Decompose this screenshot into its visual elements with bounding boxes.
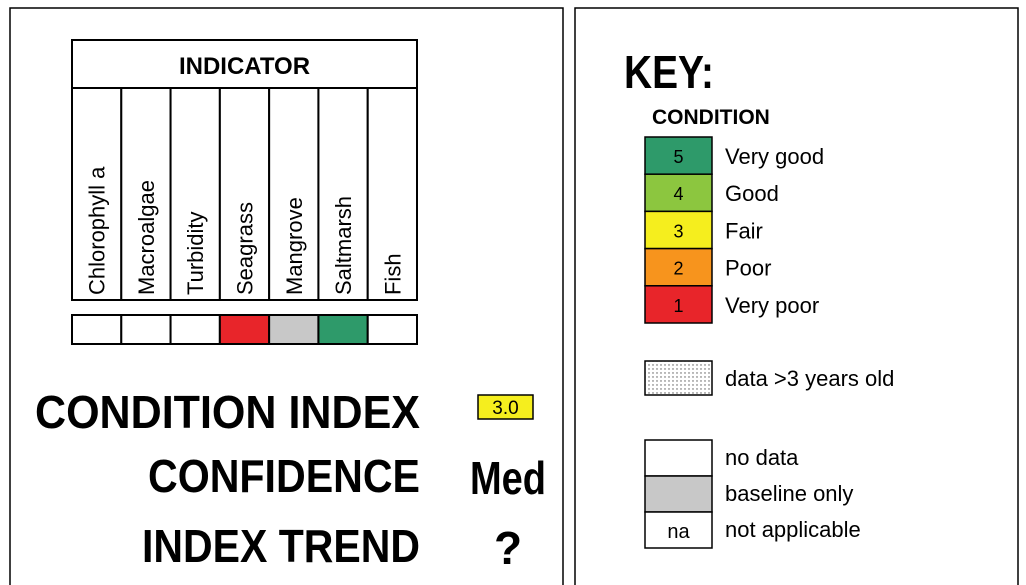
indicator-status [317, 314, 369, 345]
indicator-name: Turbidity [183, 211, 208, 295]
indicator-columns: Chlorophyll a Macroalgae Turbidity Seagrass… [71, 87, 419, 345]
indicator-header [71, 39, 418, 89]
indicator-status [169, 314, 221, 345]
other-swatch [644, 439, 713, 477]
indicator-name: Seagrass [233, 202, 258, 295]
index-trend-label: INDEX TREND [142, 520, 420, 572]
right-panel [574, 7, 1019, 585]
indicator-name: Saltmarsh [331, 196, 356, 295]
indicator-name: Fish [380, 253, 405, 295]
indicator-status [218, 314, 271, 345]
condition-swatch [644, 210, 713, 250]
key-title: KEY: [624, 46, 714, 98]
indicator-column [120, 87, 172, 301]
indicator-status [71, 314, 123, 345]
indicator-column [317, 87, 369, 301]
index-trend-value: ? [494, 522, 522, 574]
indicator-status [366, 314, 419, 345]
condition-number: 5 [673, 147, 683, 167]
indicator-status [268, 314, 320, 345]
condition-number: 1 [673, 296, 683, 316]
condition-swatch [644, 285, 713, 324]
key-entries: 5 Very good 4 Good 3 Fair 2 Poor 1 Very poor no da… [644, 136, 861, 549]
other-swatch [644, 475, 713, 513]
indicator-column [366, 87, 419, 301]
condition-label: Fair [725, 218, 763, 243]
other-swatch-text: na [667, 521, 690, 543]
confidence-label: CONFIDENCE [148, 450, 420, 502]
other-label: not applicable [725, 517, 861, 542]
condition-number: 2 [673, 259, 683, 279]
condition-index-box [477, 394, 534, 420]
condition-label: Poor [725, 256, 771, 281]
condition-number: 3 [673, 221, 683, 241]
other-label: baseline only [725, 481, 853, 506]
indicator-name: Chlorophyll a [85, 166, 110, 295]
confidence-value: Med [470, 452, 546, 504]
old-data-label: data >3 years old [725, 366, 894, 391]
condition-label: Good [725, 181, 779, 206]
condition-swatch [644, 173, 713, 213]
indicator-column [169, 87, 221, 301]
condition-index-value: 3.0 [492, 398, 518, 419]
condition-label: Very good [725, 144, 824, 169]
old-data-swatch [644, 360, 713, 396]
condition-number: 4 [673, 184, 683, 204]
indicator-column [71, 87, 123, 301]
condition-label: Very poor [725, 293, 819, 318]
condition-swatch [644, 247, 713, 287]
indicator-title: INDICATOR [179, 53, 310, 80]
other-swatch [644, 511, 713, 549]
condition-index-label: CONDITION INDEX [35, 386, 420, 438]
indicator-name: Mangrove [282, 197, 307, 295]
indicator-name: Macroalgae [134, 180, 159, 295]
indicator-status [120, 314, 172, 345]
indicator-column [268, 87, 320, 301]
left-panel [9, 7, 564, 585]
condition-title: CONDITION [652, 106, 770, 129]
other-label: no data [725, 445, 799, 470]
